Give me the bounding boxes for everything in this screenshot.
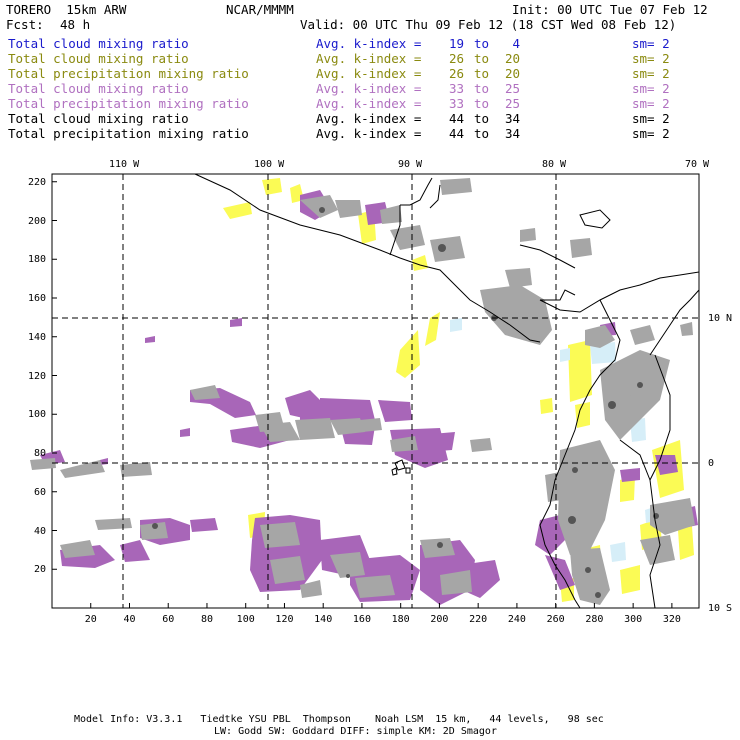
x-tick-label: 300 xyxy=(624,614,643,625)
y-tick-label: 160 xyxy=(27,293,46,304)
init-time: Init: 00 UTC Tue 07 Feb 12 xyxy=(512,2,708,17)
legend-smoothing: sm= 2 xyxy=(632,81,670,96)
lon-label: 90 W xyxy=(398,159,423,170)
plot-frame xyxy=(51,173,700,609)
legend-smoothing: sm= 2 xyxy=(632,96,670,111)
legend-smoothing: sm= 2 xyxy=(632,36,670,51)
legend-smoothing: sm= 2 xyxy=(632,51,670,66)
x-tick-label: 80 xyxy=(200,614,213,625)
legend-to-word: to xyxy=(474,111,490,126)
fcst-label: Fcst: xyxy=(6,17,44,32)
x-tick-label: 200 xyxy=(430,614,449,625)
x-tick-label: 100 xyxy=(236,614,255,625)
legend-index-from: 19 xyxy=(448,36,464,51)
legend-field-name: Total precipitation mixing ratio xyxy=(8,126,249,141)
lon-label: 70 W xyxy=(685,159,710,170)
legend-smoothing: sm= 2 xyxy=(632,66,670,81)
legend-index-label: Avg. k-index = xyxy=(316,66,422,81)
y-tick-label: 120 xyxy=(27,370,46,382)
legend-field-name: Total cloud mixing ratio xyxy=(8,51,189,66)
lat-label: 10 N xyxy=(708,313,733,324)
model-info-line2: LW: Godd SW: Goddard DIFF: simple KM: 2D… xyxy=(214,726,497,737)
lat-label: 0 xyxy=(708,458,715,469)
legend-to-word: to xyxy=(474,36,490,51)
x-tick-label: 180 xyxy=(391,614,410,625)
model-title: TORERO 15km ARW xyxy=(6,2,127,17)
x-tick-label: 20 xyxy=(84,614,97,625)
legend-index-label: Avg. k-index = xyxy=(316,51,422,66)
model-info-line1: Model Info: V3.3.1 Tiedtke YSU PBL Thomp… xyxy=(74,714,604,725)
x-tick-label: 140 xyxy=(314,614,333,625)
legend-index-to: 20 xyxy=(504,66,520,81)
legend-to-word: to xyxy=(474,96,490,111)
legend-index-to: 20 xyxy=(504,51,520,66)
x-tick-label: 240 xyxy=(507,614,526,625)
x-tick-label: 60 xyxy=(162,614,175,625)
x-tick-label: 40 xyxy=(123,614,136,625)
y-tick-label: 60 xyxy=(33,486,46,498)
legend-index-label: Avg. k-index = xyxy=(316,81,422,96)
y-tick-label: 140 xyxy=(27,331,46,343)
legend-index-from: 44 xyxy=(448,111,464,126)
purple-field-layer xyxy=(40,190,698,605)
legend-index-from: 33 xyxy=(448,81,464,96)
legend-smoothing: sm= 2 xyxy=(632,111,670,126)
x-tick-label: 280 xyxy=(585,614,604,625)
legend-index-to: 4 xyxy=(512,36,520,51)
lon-label: 110 W xyxy=(109,159,140,170)
legend-index-label: Avg. k-index = xyxy=(316,36,422,51)
legend-field-name: Total cloud mixing ratio xyxy=(8,36,189,51)
legend-index-from: 26 xyxy=(448,66,464,81)
lon-label: 100 W xyxy=(254,159,285,170)
x-tick-label: 320 xyxy=(662,614,681,625)
legend-index-to: 25 xyxy=(504,96,520,111)
x-tick-label: 220 xyxy=(469,614,488,625)
legend-index-from: 26 xyxy=(448,51,464,66)
legend-index-to: 25 xyxy=(504,81,520,96)
legend-index-to: 34 xyxy=(504,111,520,126)
y-tick-label: 20 xyxy=(33,564,46,576)
legend-index-to: 34 xyxy=(504,126,520,141)
y-tick-label: 40 xyxy=(33,525,46,537)
legend-to-word: to xyxy=(474,126,490,141)
fcst-value: 48 h xyxy=(60,17,91,32)
axis-ticks xyxy=(52,181,673,608)
valid-time: Valid: 00 UTC Thu 09 Feb 12 (18 CST Wed … xyxy=(300,17,677,32)
legend-index-label: Avg. k-index = xyxy=(316,111,422,126)
legend-index-label: Avg. k-index = xyxy=(316,96,422,111)
gray-field-layer xyxy=(30,178,695,605)
lat-label: 10 S xyxy=(708,603,733,614)
legend-index-from: 44 xyxy=(448,126,464,141)
lat-lon-grid xyxy=(52,174,699,608)
legend-field-name: Total precipitation mixing ratio xyxy=(8,96,249,111)
legend-to-word: to xyxy=(474,81,490,96)
y-tick-label: 180 xyxy=(27,254,46,266)
y-tick-label: 200 xyxy=(27,215,46,227)
legend-field-name: Total cloud mixing ratio xyxy=(8,111,189,126)
lon-label: 80 W xyxy=(542,159,567,170)
x-tick-label: 260 xyxy=(546,614,565,625)
x-tick-label: 160 xyxy=(352,614,371,625)
y-tick-label: 220 xyxy=(27,176,46,188)
legend-smoothing: sm= 2 xyxy=(632,126,670,141)
y-tick-label: 80 xyxy=(33,448,46,459)
legend-index-from: 33 xyxy=(448,96,464,111)
legend-to-word: to xyxy=(474,51,490,66)
legend-field-name: Total precipitation mixing ratio xyxy=(8,66,249,81)
x-tick-label: 120 xyxy=(275,614,294,625)
legend-to-word: to xyxy=(474,66,490,81)
legend-index-label: Avg. k-index = xyxy=(316,126,422,141)
y-tick-label: 100 xyxy=(27,409,46,421)
legend-field-name: Total cloud mixing ratio xyxy=(8,81,189,96)
center-label: NCAR/MMMM xyxy=(226,2,294,17)
